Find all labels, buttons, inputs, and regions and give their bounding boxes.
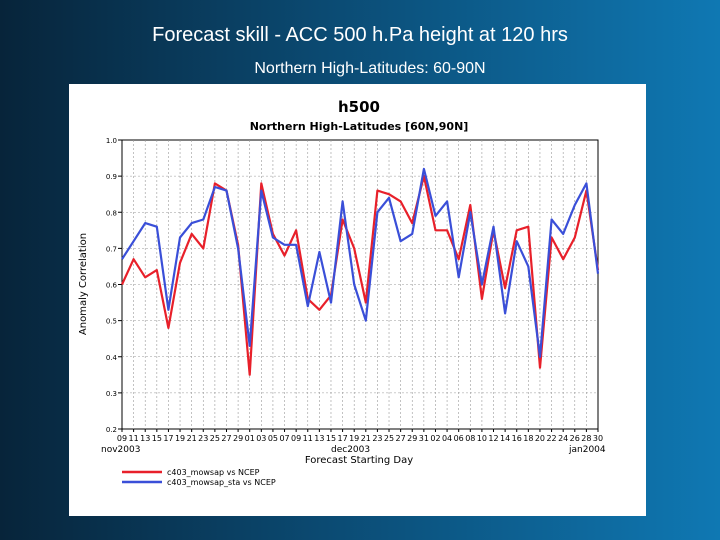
legend-label-series-2: c403_mowsap_sta vs NCEP bbox=[167, 478, 276, 487]
x-tick-label: 21 bbox=[361, 434, 371, 443]
x-tick-label: 24 bbox=[558, 434, 568, 443]
x-tick-label: 28 bbox=[581, 434, 591, 443]
series-layer bbox=[121, 167, 600, 376]
x-tick-label: 23 bbox=[198, 434, 208, 443]
x-tick-label: 06 bbox=[454, 434, 464, 443]
chart-title: h500 bbox=[338, 98, 380, 116]
x-tick-label: 14 bbox=[500, 434, 510, 443]
y-axis-label: Anomaly Correlation bbox=[78, 233, 89, 335]
x-tick-label: 02 bbox=[430, 434, 440, 443]
x-tick-label: 27 bbox=[221, 434, 231, 443]
series-line-2 bbox=[121, 167, 600, 358]
y-tick-label: 1.0 bbox=[106, 137, 117, 145]
chart-figure: h500 Northern High-Latitudes [60N,90N] 1… bbox=[69, 84, 646, 516]
x-tick-label: 09 bbox=[117, 434, 127, 443]
x-tick-label: 31 bbox=[419, 434, 429, 443]
y-tick-label: 0.8 bbox=[106, 209, 117, 217]
x-tick-label: 01 bbox=[245, 434, 255, 443]
x-tick-label: 20 bbox=[535, 434, 545, 443]
x-month-label-nov2003: nov2003 bbox=[101, 445, 140, 455]
x-tick-label: 29 bbox=[233, 434, 243, 443]
x-month-label-dec2003: dec2003 bbox=[331, 445, 370, 455]
y-tick-label: 0.5 bbox=[106, 318, 117, 326]
x-tick-label: 16 bbox=[512, 434, 522, 443]
y-tick-label: 0.2 bbox=[106, 426, 117, 434]
x-tick-label: 27 bbox=[396, 434, 406, 443]
x-tick-label: 19 bbox=[349, 434, 359, 443]
x-tick-label: 12 bbox=[488, 434, 498, 443]
x-tick-label: 11 bbox=[129, 434, 139, 443]
x-tick-label: 17 bbox=[163, 434, 173, 443]
y-tick-label: 0.9 bbox=[106, 173, 117, 181]
x-tick-label: 13 bbox=[314, 434, 324, 443]
x-tick-label: 17 bbox=[337, 434, 347, 443]
x-tick-label: 25 bbox=[384, 434, 394, 443]
y-tick-label: 0.7 bbox=[106, 245, 117, 253]
x-tick-label: 25 bbox=[210, 434, 220, 443]
x-tick-label: 11 bbox=[303, 434, 313, 443]
x-tick-label: 15 bbox=[326, 434, 336, 443]
x-tick-label: 15 bbox=[152, 434, 162, 443]
y-tick-labels: 1.0 0.9 0.8 0.7 0.6 0.5 0.4 0.3 0.2 bbox=[106, 137, 122, 434]
x-tick-label: 18 bbox=[523, 434, 533, 443]
x-tick-label: 09 bbox=[291, 434, 301, 443]
chart-svg: h500 Northern High-Latitudes [60N,90N] 1… bbox=[78, 98, 606, 487]
x-tick-label: 04 bbox=[442, 434, 452, 443]
grid-layer bbox=[122, 140, 598, 429]
x-tick-label: 21 bbox=[187, 434, 197, 443]
x-tick-label: 07 bbox=[279, 434, 289, 443]
x-axis-label: Forecast Starting Day bbox=[305, 455, 413, 466]
x-tick-label: 22 bbox=[546, 434, 556, 443]
chart-subtitle: Northern High-Latitudes [60N,90N] bbox=[250, 120, 469, 133]
slide-title: Forecast skill - ACC 500 h.Pa height at … bbox=[152, 24, 568, 46]
legend-label-series-1: c403_mowsap vs NCEP bbox=[167, 468, 260, 477]
x-tick-label: 23 bbox=[372, 434, 382, 443]
x-tick-labels: 09 11 13 15 17 19 21 23 25 27 29 01 03 05 07 09 11 13 15 17… bbox=[117, 429, 603, 443]
slide-subtitle: Northern High-Latitudes: 60-90N bbox=[254, 60, 486, 77]
y-tick-label: 0.6 bbox=[106, 282, 118, 290]
legend: c403_mowsap vs NCEP c403_mowsap_sta vs N… bbox=[122, 468, 276, 487]
x-tick-label: 03 bbox=[256, 434, 266, 443]
x-month-label-jan2004: jan2004 bbox=[568, 445, 606, 455]
y-tick-label: 0.4 bbox=[106, 354, 118, 362]
x-tick-label: 26 bbox=[570, 434, 580, 443]
series-line-1 bbox=[121, 174, 600, 376]
x-tick-label: 08 bbox=[465, 434, 475, 443]
x-tick-label: 19 bbox=[175, 434, 185, 443]
x-tick-label: 30 bbox=[593, 434, 603, 443]
x-tick-label: 10 bbox=[477, 434, 487, 443]
x-tick-label: 29 bbox=[407, 434, 417, 443]
x-tick-label: 13 bbox=[140, 434, 150, 443]
y-tick-label: 0.3 bbox=[106, 390, 117, 398]
x-tick-label: 05 bbox=[268, 434, 278, 443]
